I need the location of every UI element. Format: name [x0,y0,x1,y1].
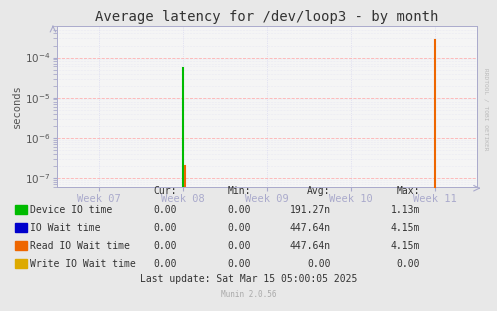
Text: 4.15m: 4.15m [391,241,420,251]
Text: RRDTOOL / TOBI OETIKER: RRDTOOL / TOBI OETIKER [484,67,489,150]
Text: 4.15m: 4.15m [391,223,420,233]
Text: 447.64n: 447.64n [289,223,331,233]
Text: 0.00: 0.00 [228,241,251,251]
Text: 0.00: 0.00 [397,259,420,269]
Text: Munin 2.0.56: Munin 2.0.56 [221,290,276,299]
Text: Write IO Wait time: Write IO Wait time [30,259,136,269]
Text: 191.27n: 191.27n [289,205,331,215]
Text: 0.00: 0.00 [228,223,251,233]
Text: 0.00: 0.00 [153,223,176,233]
Text: Avg:: Avg: [307,186,331,196]
Text: 447.64n: 447.64n [289,241,331,251]
Y-axis label: seconds: seconds [12,85,22,128]
Text: 1.13m: 1.13m [391,205,420,215]
Text: Read IO Wait time: Read IO Wait time [30,241,130,251]
Text: 0.00: 0.00 [228,205,251,215]
Text: 0.00: 0.00 [307,259,331,269]
Text: 0.00: 0.00 [228,259,251,269]
Text: Min:: Min: [228,186,251,196]
Text: Max:: Max: [397,186,420,196]
Text: IO Wait time: IO Wait time [30,223,100,233]
Text: Cur:: Cur: [153,186,176,196]
Text: 0.00: 0.00 [153,205,176,215]
Text: 0.00: 0.00 [153,259,176,269]
Text: 0.00: 0.00 [153,241,176,251]
Text: Device IO time: Device IO time [30,205,112,215]
Title: Average latency for /dev/loop3 - by month: Average latency for /dev/loop3 - by mont… [95,10,439,24]
Text: Last update: Sat Mar 15 05:00:05 2025: Last update: Sat Mar 15 05:00:05 2025 [140,274,357,284]
